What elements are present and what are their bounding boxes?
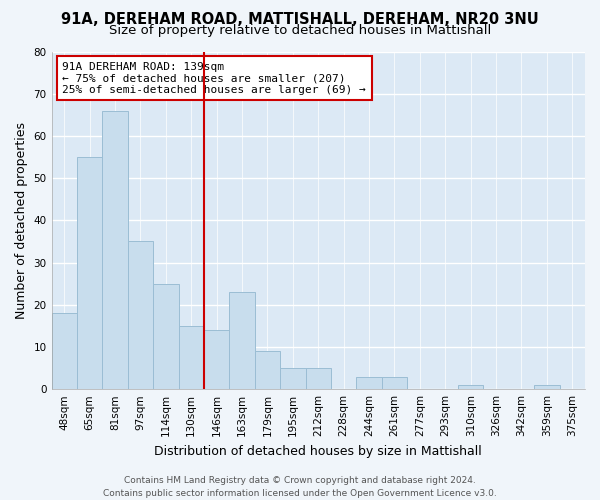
Bar — [103, 110, 128, 389]
Bar — [179, 326, 204, 389]
Bar — [128, 242, 153, 389]
Bar — [534, 385, 560, 389]
Bar — [382, 376, 407, 389]
Bar — [458, 385, 484, 389]
Text: Size of property relative to detached houses in Mattishall: Size of property relative to detached ho… — [109, 24, 491, 37]
Bar — [280, 368, 305, 389]
Bar — [52, 313, 77, 389]
Bar — [204, 330, 229, 389]
Y-axis label: Number of detached properties: Number of detached properties — [15, 122, 28, 319]
Bar — [356, 376, 382, 389]
X-axis label: Distribution of detached houses by size in Mattishall: Distribution of detached houses by size … — [154, 444, 482, 458]
Bar — [305, 368, 331, 389]
Bar — [153, 284, 179, 389]
Text: 91A, DEREHAM ROAD, MATTISHALL, DEREHAM, NR20 3NU: 91A, DEREHAM ROAD, MATTISHALL, DEREHAM, … — [61, 12, 539, 28]
Text: 91A DEREHAM ROAD: 139sqm
← 75% of detached houses are smaller (207)
25% of semi-: 91A DEREHAM ROAD: 139sqm ← 75% of detach… — [62, 62, 366, 95]
Text: Contains HM Land Registry data © Crown copyright and database right 2024.
Contai: Contains HM Land Registry data © Crown c… — [103, 476, 497, 498]
Bar — [77, 157, 103, 389]
Bar — [229, 292, 255, 389]
Bar — [255, 351, 280, 389]
